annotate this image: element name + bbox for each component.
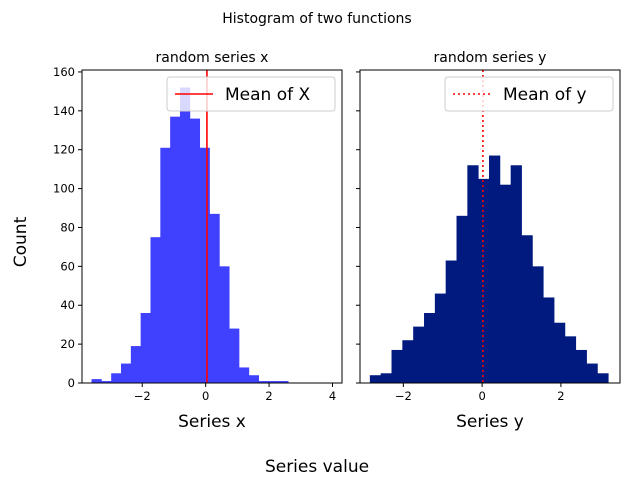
histogram-bar-y-7 bbox=[445, 260, 457, 383]
y-tick-label-x-5: 100 bbox=[53, 182, 75, 196]
histogram-bar-x-17 bbox=[258, 381, 269, 383]
x-tick-label-x-2: 2 bbox=[265, 389, 272, 403]
legend-label-y: Mean of y bbox=[503, 85, 587, 105]
legend-x: Mean of X bbox=[166, 76, 336, 112]
x-axis-label-x: Series x bbox=[178, 412, 246, 432]
y-tick-label-x-4: 80 bbox=[60, 220, 75, 234]
histogram-bar-y-12 bbox=[499, 184, 512, 383]
plot-frame-y bbox=[359, 69, 621, 384]
histogram-bar-y-0 bbox=[369, 375, 382, 383]
x-tick-label-x-3: 4 bbox=[329, 389, 336, 403]
histogram-bar-x-16 bbox=[248, 375, 260, 383]
histogram-bar-x-19 bbox=[278, 381, 289, 383]
subplot-series-y: −2 0 2 random series y Series y Mean of y bbox=[356, 50, 621, 432]
legend-box-y bbox=[444, 76, 614, 112]
histogram-bar-y-8 bbox=[456, 215, 468, 383]
x-tick-label-y-0: −2 bbox=[395, 389, 412, 403]
histogram-bar-x-14 bbox=[229, 328, 240, 383]
histogram-bar-x-9 bbox=[179, 87, 191, 383]
histogram-bar-y-18 bbox=[564, 336, 577, 383]
histogram-bar-x-11 bbox=[199, 147, 210, 383]
x-ticks-x: −2 0 2 4 bbox=[134, 383, 336, 403]
histogram-bar-y-15 bbox=[532, 266, 544, 383]
histogram-bar-x-4 bbox=[130, 346, 142, 383]
y-tick-label-x-2: 40 bbox=[60, 298, 75, 312]
histogram-bar-y-17 bbox=[554, 322, 566, 383]
y-tick-label-x-1: 20 bbox=[60, 337, 75, 351]
histogram-bar-x-5 bbox=[140, 313, 151, 383]
histogram-bar-y-6 bbox=[434, 293, 447, 383]
histogram-bar-y-4 bbox=[413, 326, 425, 383]
histogram-bar-y-5 bbox=[424, 313, 436, 383]
legend-y: Mean of y bbox=[444, 76, 614, 112]
plot-frame-x bbox=[81, 69, 343, 384]
histogram-bar-y-2 bbox=[391, 349, 403, 383]
y-tick-label-x-8: 160 bbox=[53, 65, 75, 79]
legend-label-x: Mean of X bbox=[225, 85, 311, 105]
histogram-bar-x-18 bbox=[268, 381, 279, 383]
histogram-bar-y-21 bbox=[597, 373, 609, 383]
subplot-title-y: random series y bbox=[434, 50, 547, 66]
histogram-bar-y-13 bbox=[510, 165, 522, 383]
histogram-bars-x bbox=[91, 87, 289, 383]
figure-suptitle: Histogram of two functions bbox=[222, 11, 411, 27]
x-tick-label-y-1: 0 bbox=[478, 389, 485, 403]
x-tick-label-x-1: 0 bbox=[202, 389, 209, 403]
histogram-bar-x-13 bbox=[219, 266, 230, 383]
histogram-bar-x-2 bbox=[111, 373, 122, 383]
histogram-bar-y-9 bbox=[467, 165, 479, 383]
y-tick-label-x-6: 120 bbox=[53, 143, 75, 157]
y-tick-label-x-3: 60 bbox=[60, 259, 75, 273]
x-axis-label-y: Series y bbox=[456, 412, 524, 432]
histogram-bar-x-8 bbox=[170, 116, 181, 383]
histogram-bar-x-6 bbox=[150, 237, 161, 383]
y-ticks-x: 0 20 40 60 80 100 120 140 160 bbox=[53, 65, 82, 390]
histogram-bar-x-0 bbox=[91, 379, 102, 383]
histogram-bar-y-10 bbox=[478, 178, 490, 383]
shared-x-label: Series value bbox=[265, 457, 369, 477]
histogram-bar-x-1 bbox=[101, 381, 112, 383]
histogram-bar-y-3 bbox=[402, 340, 414, 383]
histogram-bar-x-12 bbox=[209, 213, 220, 383]
histogram-bar-x-15 bbox=[238, 367, 250, 383]
histogram-bar-y-19 bbox=[575, 349, 587, 383]
y-tick-label-x-7: 140 bbox=[53, 104, 75, 118]
histogram-bars-y bbox=[369, 155, 609, 383]
subplot-series-x: −2 0 2 4 0 20 40 60 80 100 120 140 160 random serie… bbox=[53, 50, 343, 432]
histogram-bar-y-20 bbox=[586, 363, 598, 383]
x-tick-label-x-0: −2 bbox=[134, 389, 151, 403]
histogram-bar-x-10 bbox=[189, 118, 201, 383]
histogram-bar-x-3 bbox=[121, 363, 132, 383]
histogram-bar-y-14 bbox=[521, 235, 533, 383]
legend-box-x bbox=[166, 76, 336, 112]
y-tick-label-x-0: 0 bbox=[68, 376, 75, 390]
x-tick-label-y-2: 2 bbox=[557, 389, 564, 403]
histogram-bar-y-16 bbox=[543, 297, 555, 383]
histogram-bar-y-1 bbox=[380, 373, 392, 383]
shared-y-label: Count bbox=[11, 216, 31, 267]
x-ticks-y: −2 0 2 bbox=[395, 383, 565, 403]
histogram-bar-y-11 bbox=[489, 155, 501, 383]
y-ticks-y bbox=[356, 71, 360, 384]
subplot-title-x: random series x bbox=[156, 50, 269, 66]
histogram-bar-x-7 bbox=[160, 147, 171, 383]
